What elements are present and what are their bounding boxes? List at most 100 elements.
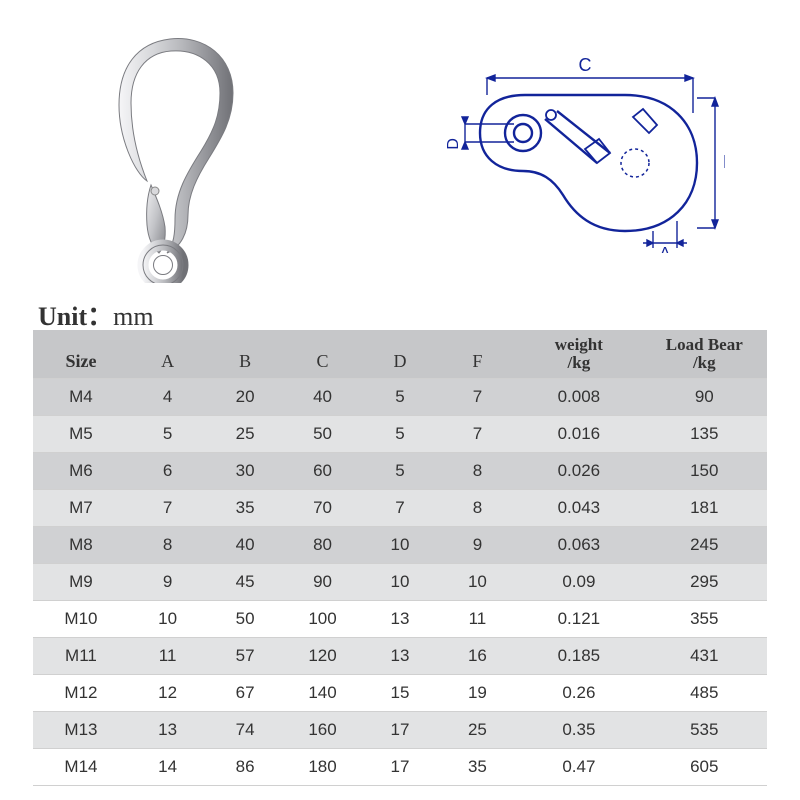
cell-f: 8 bbox=[439, 489, 516, 526]
cell-b: 57 bbox=[206, 637, 283, 674]
cell-f: 9 bbox=[439, 526, 516, 563]
cell-size: M6 bbox=[33, 452, 129, 489]
cell-f: 11 bbox=[439, 600, 516, 637]
cell-size: M8 bbox=[33, 526, 129, 563]
cell-weight: 0.47 bbox=[516, 748, 641, 785]
cell-a: 5 bbox=[129, 415, 206, 452]
cell-d: 5 bbox=[361, 452, 438, 489]
col-header-weight: weight/kg bbox=[516, 330, 641, 378]
unit-prefix: Unit： bbox=[38, 302, 113, 331]
cell-c: 80 bbox=[284, 526, 361, 563]
table-row: M13137416017250.35535 bbox=[33, 711, 767, 748]
dim-label-b: B bbox=[723, 152, 725, 172]
cell-b: 74 bbox=[206, 711, 283, 748]
table-header-row: SizeABCDFweight/kgLoad Bear/kg bbox=[33, 330, 767, 378]
cell-d: 17 bbox=[361, 748, 438, 785]
top-illustration-area: C B A bbox=[0, 0, 800, 305]
cell-weight: 0.185 bbox=[516, 637, 641, 674]
cell-size: M5 bbox=[33, 415, 129, 452]
cell-load: 150 bbox=[642, 452, 767, 489]
cell-size: M9 bbox=[33, 563, 129, 600]
dimension-diagram: C B A bbox=[425, 53, 725, 253]
cell-a: 14 bbox=[129, 748, 206, 785]
cell-weight: 0.09 bbox=[516, 563, 641, 600]
col-header-b: B bbox=[206, 330, 283, 378]
cell-weight: 0.26 bbox=[516, 674, 641, 711]
col-header-c: C bbox=[284, 330, 361, 378]
product-photo bbox=[75, 23, 275, 283]
table-row: M10105010013110.121355 bbox=[33, 600, 767, 637]
col-header-load: Load Bear/kg bbox=[642, 330, 767, 378]
cell-b: 40 bbox=[206, 526, 283, 563]
cell-size: M7 bbox=[33, 489, 129, 526]
dim-label-d: D bbox=[445, 138, 462, 150]
cell-b: 20 bbox=[206, 378, 283, 415]
cell-d: 13 bbox=[361, 600, 438, 637]
cell-f: 35 bbox=[439, 748, 516, 785]
cell-c: 180 bbox=[284, 748, 361, 785]
cell-f: 19 bbox=[439, 674, 516, 711]
cell-c: 50 bbox=[284, 415, 361, 452]
cell-a: 9 bbox=[129, 563, 206, 600]
cell-c: 60 bbox=[284, 452, 361, 489]
cell-a: 8 bbox=[129, 526, 206, 563]
cell-d: 10 bbox=[361, 563, 438, 600]
cell-load: 295 bbox=[642, 563, 767, 600]
spec-table-container: SizeABCDFweight/kgLoad Bear/kg M44204057… bbox=[33, 330, 767, 786]
table-row: M11115712013160.185431 bbox=[33, 637, 767, 674]
cell-f: 7 bbox=[439, 415, 516, 452]
table-row: M552550570.016135 bbox=[33, 415, 767, 452]
cell-f: 8 bbox=[439, 452, 516, 489]
cell-a: 11 bbox=[129, 637, 206, 674]
cell-a: 13 bbox=[129, 711, 206, 748]
cell-size: M12 bbox=[33, 674, 129, 711]
cell-c: 100 bbox=[284, 600, 361, 637]
cell-b: 25 bbox=[206, 415, 283, 452]
table-row: M12126714015190.26485 bbox=[33, 674, 767, 711]
cell-load: 181 bbox=[642, 489, 767, 526]
unit-label: Unit：mm bbox=[38, 296, 154, 333]
dim-label-c: C bbox=[579, 55, 592, 75]
cell-a: 12 bbox=[129, 674, 206, 711]
cell-weight: 0.063 bbox=[516, 526, 641, 563]
cell-a: 4 bbox=[129, 378, 206, 415]
cell-b: 67 bbox=[206, 674, 283, 711]
table-row: M442040570.00890 bbox=[33, 378, 767, 415]
table-row: M663060580.026150 bbox=[33, 452, 767, 489]
cell-weight: 0.121 bbox=[516, 600, 641, 637]
cell-load: 485 bbox=[642, 674, 767, 711]
cell-load: 605 bbox=[642, 748, 767, 785]
cell-weight: 0.026 bbox=[516, 452, 641, 489]
cell-load: 431 bbox=[642, 637, 767, 674]
cell-a: 6 bbox=[129, 452, 206, 489]
cell-load: 90 bbox=[642, 378, 767, 415]
cell-b: 45 bbox=[206, 563, 283, 600]
cell-f: 25 bbox=[439, 711, 516, 748]
cell-c: 90 bbox=[284, 563, 361, 600]
cell-d: 15 bbox=[361, 674, 438, 711]
dim-label-a: A bbox=[660, 245, 671, 253]
cell-d: 5 bbox=[361, 415, 438, 452]
table-row: M14148618017350.47605 bbox=[33, 748, 767, 785]
cell-size: M11 bbox=[33, 637, 129, 674]
col-header-size: Size bbox=[33, 330, 129, 378]
cell-d: 5 bbox=[361, 378, 438, 415]
cell-b: 30 bbox=[206, 452, 283, 489]
cell-c: 40 bbox=[284, 378, 361, 415]
cell-f: 16 bbox=[439, 637, 516, 674]
col-header-d: D bbox=[361, 330, 438, 378]
table-body: M442040570.00890M552550570.016135M663060… bbox=[33, 378, 767, 785]
col-header-a: A bbox=[129, 330, 206, 378]
cell-d: 7 bbox=[361, 489, 438, 526]
cell-weight: 0.008 bbox=[516, 378, 641, 415]
cell-c: 140 bbox=[284, 674, 361, 711]
table-row: M8840801090.063245 bbox=[33, 526, 767, 563]
cell-c: 70 bbox=[284, 489, 361, 526]
cell-b: 86 bbox=[206, 748, 283, 785]
cell-size: M13 bbox=[33, 711, 129, 748]
cell-load: 245 bbox=[642, 526, 767, 563]
cell-size: M4 bbox=[33, 378, 129, 415]
cell-load: 135 bbox=[642, 415, 767, 452]
cell-a: 10 bbox=[129, 600, 206, 637]
cell-b: 50 bbox=[206, 600, 283, 637]
